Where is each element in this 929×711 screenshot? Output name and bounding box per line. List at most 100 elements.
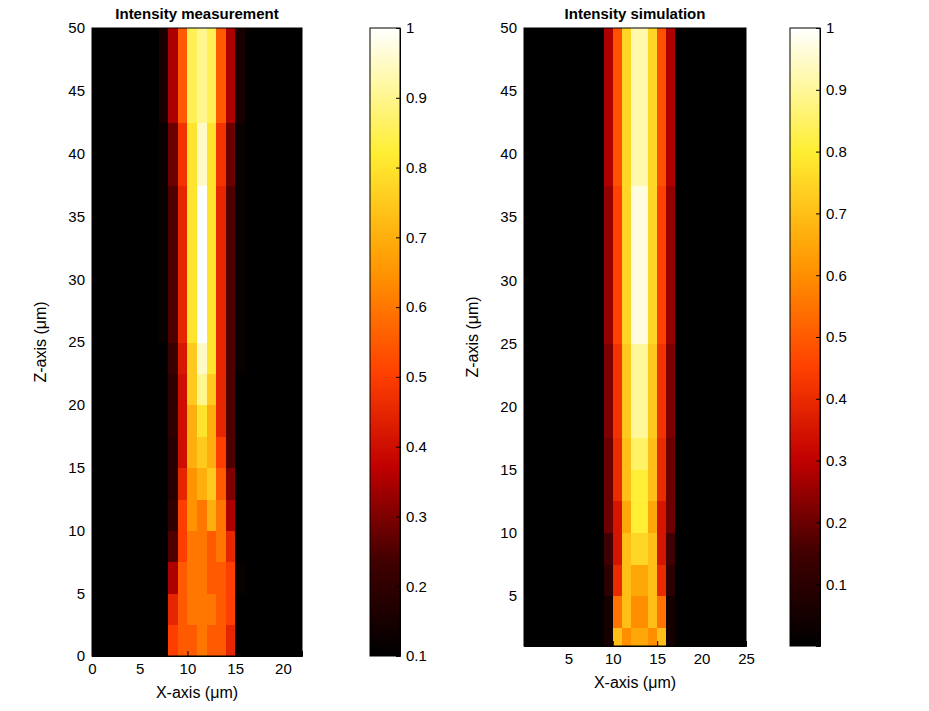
tick: 50	[500, 19, 529, 36]
heatmap-cell	[577, 343, 586, 375]
heatmap-cell	[283, 311, 293, 343]
heatmap-cell	[524, 564, 533, 596]
heatmap-cell	[666, 564, 675, 596]
heatmap-cell	[542, 60, 551, 92]
heatmap-cell	[595, 60, 604, 92]
heatmap-cell	[684, 186, 693, 218]
heatmap-cell	[111, 593, 121, 625]
tick-label: 0.2	[406, 578, 427, 595]
heatmap-cell	[216, 373, 226, 405]
heatmap-cell	[551, 375, 560, 407]
heatmap-cell	[102, 593, 112, 625]
tick-label: 0.6	[826, 267, 847, 284]
heatmap-cell	[533, 469, 542, 501]
heatmap-cell	[710, 375, 719, 407]
heatmap-cell	[648, 438, 657, 470]
tick-mark	[396, 168, 400, 169]
heatmap-cell	[586, 564, 595, 596]
heatmap-cell	[568, 501, 577, 533]
heatmap-cell	[604, 91, 613, 123]
heatmap-cell	[168, 373, 178, 405]
heatmap-cell	[595, 186, 604, 218]
heatmap-cell	[130, 248, 140, 280]
heatmap-cell	[121, 593, 131, 625]
heatmap-cell	[140, 185, 150, 217]
heatmap-cell	[168, 593, 178, 625]
axis-line	[816, 29, 821, 647]
heatmap-cell	[187, 530, 197, 562]
tick-mark	[816, 213, 820, 214]
heatmap-cell	[666, 154, 675, 186]
heatmap-cell	[568, 28, 577, 60]
heatmap-cell	[216, 28, 226, 60]
heatmap-cell	[216, 436, 226, 468]
heatmap-cell	[292, 342, 302, 374]
heatmap-cell	[524, 532, 533, 564]
heatmap-cell	[264, 185, 274, 217]
heatmap-cell	[631, 186, 640, 218]
heatmap-cell	[130, 373, 140, 405]
heatmap-cell	[675, 469, 684, 501]
heatmap-cell	[187, 311, 197, 343]
heatmap-cell	[245, 342, 255, 374]
heatmap-cell	[675, 249, 684, 281]
heatmap-cell	[273, 122, 283, 154]
heatmap-cell	[159, 562, 169, 594]
heatmap-cell	[595, 375, 604, 407]
heatmap-cell	[542, 154, 551, 186]
heatmap-cell	[728, 217, 737, 249]
tick-mark	[92, 342, 97, 343]
heatmap-cell	[264, 122, 274, 154]
heatmap-cell	[102, 91, 112, 123]
heatmap-cell	[657, 469, 666, 501]
heatmap-cell	[254, 499, 264, 531]
heatmap-cell	[622, 438, 631, 470]
heatmap-cell	[149, 59, 159, 91]
tick-label: 45	[500, 82, 517, 99]
heatmap-cell	[542, 532, 551, 564]
heatmap-cell	[737, 91, 746, 123]
heatmap-cell	[604, 312, 613, 344]
heatmap-cell	[702, 186, 711, 218]
heatmap-cell	[226, 311, 236, 343]
heatmap-cell	[140, 122, 150, 154]
heatmap-cell	[675, 91, 684, 123]
colorbar-axis: 0.10.20.30.40.50.60.70.80.91	[396, 19, 427, 664]
heatmap-cell	[292, 468, 302, 500]
heatmap-cell	[178, 311, 188, 343]
heatmap-cell	[524, 60, 533, 92]
heatmap-cell	[140, 373, 150, 405]
heatmap-cell	[710, 154, 719, 186]
tick-mark	[657, 641, 658, 646]
tick: 1	[816, 19, 834, 36]
cells	[92, 28, 302, 656]
axis-line	[525, 29, 530, 647]
heatmap-cell	[542, 469, 551, 501]
heatmap-cell	[613, 28, 622, 60]
heatmap-cell	[728, 249, 737, 281]
heatmap-cell	[684, 91, 693, 123]
heatmap-cell	[560, 217, 569, 249]
heatmap-cell	[719, 501, 728, 533]
heatmap-cell	[542, 564, 551, 596]
tick: 30	[68, 271, 97, 288]
heatmap-cell	[187, 248, 197, 280]
heatmap-cell	[560, 564, 569, 596]
heatmap-cell	[197, 342, 207, 374]
heatmap-cell	[245, 530, 255, 562]
tick-label: 30	[500, 272, 517, 289]
heatmap-cell	[235, 499, 245, 531]
heatmap-cell	[121, 405, 131, 437]
heatmap-cell	[283, 593, 293, 625]
heatmap-cell	[216, 154, 226, 186]
heatmap-cell	[702, 627, 711, 646]
heatmap-cell	[140, 342, 150, 374]
heatmap-cell	[604, 501, 613, 533]
heatmap-cell	[245, 91, 255, 123]
heatmap-cell	[187, 373, 197, 405]
heatmap-cell	[130, 154, 140, 186]
tick-label: 0.8	[826, 143, 847, 160]
heatmap-cell	[283, 468, 293, 500]
heatmap-cell	[197, 436, 207, 468]
heatmap-cell	[710, 280, 719, 312]
